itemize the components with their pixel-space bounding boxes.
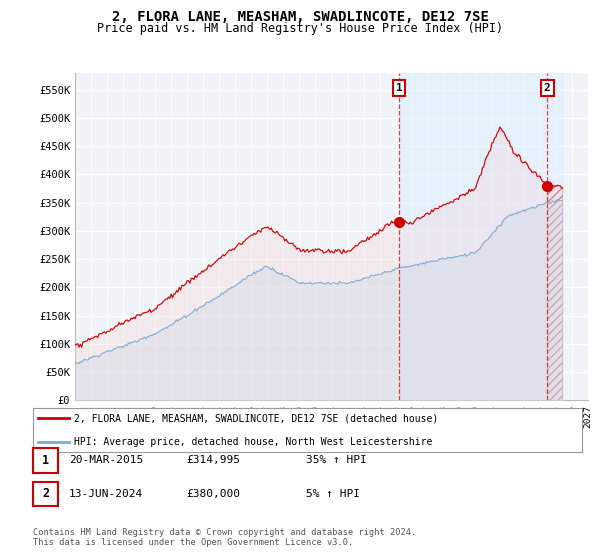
Text: 13-JUN-2024: 13-JUN-2024 [69,489,143,499]
Text: HPI: Average price, detached house, North West Leicestershire: HPI: Average price, detached house, Nort… [74,437,433,447]
Text: 2: 2 [544,83,550,93]
Text: 5% ↑ HPI: 5% ↑ HPI [306,489,360,499]
Text: Price paid vs. HM Land Registry's House Price Index (HPI): Price paid vs. HM Land Registry's House … [97,22,503,35]
Text: 20-MAR-2015: 20-MAR-2015 [69,455,143,465]
Text: Contains HM Land Registry data © Crown copyright and database right 2024.
This d: Contains HM Land Registry data © Crown c… [33,528,416,547]
Text: 2, FLORA LANE, MEASHAM, SWADLINCOTE, DE12 7SE (detached house): 2, FLORA LANE, MEASHAM, SWADLINCOTE, DE1… [74,413,439,423]
Text: £314,995: £314,995 [186,455,240,465]
Text: 1: 1 [42,454,49,467]
Text: £380,000: £380,000 [186,489,240,499]
Text: 1: 1 [395,83,403,93]
Text: 2: 2 [42,487,49,501]
Text: 2, FLORA LANE, MEASHAM, SWADLINCOTE, DE12 7SE: 2, FLORA LANE, MEASHAM, SWADLINCOTE, DE1… [112,10,488,24]
Text: 35% ↑ HPI: 35% ↑ HPI [306,455,367,465]
